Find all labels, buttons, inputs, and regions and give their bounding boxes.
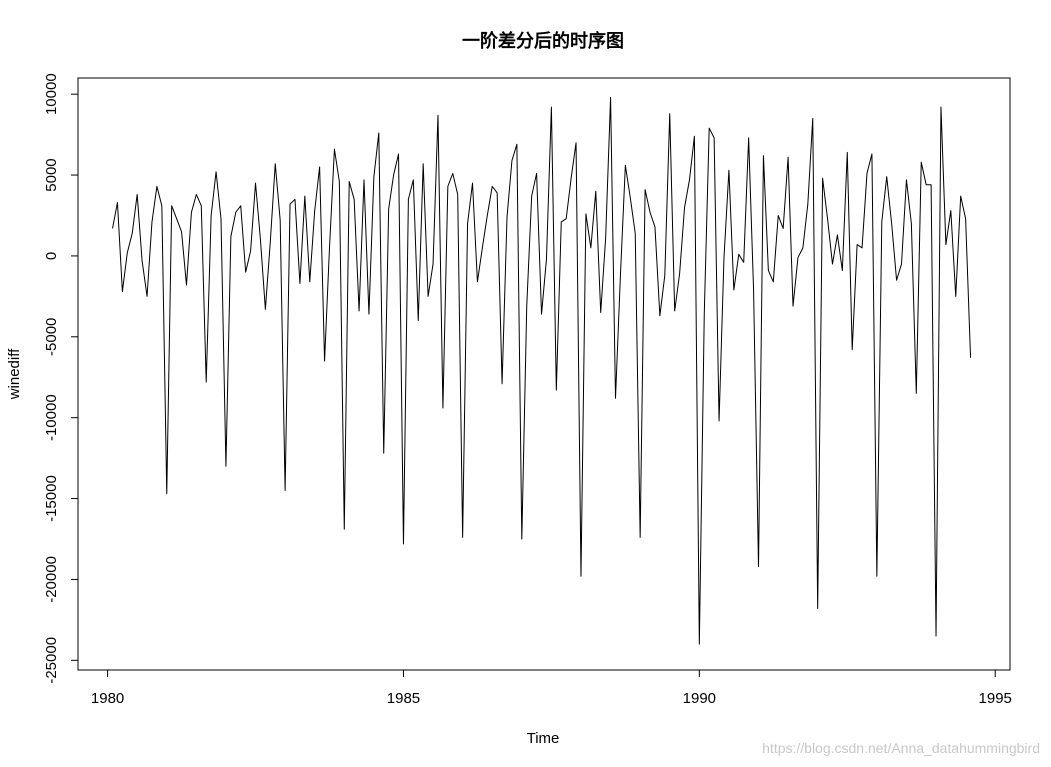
y-tick-label: -25000: [43, 637, 60, 684]
y-tick-label: -5000: [43, 318, 60, 356]
y-tick-label: -20000: [43, 556, 60, 603]
y-tick-label: -15000: [43, 475, 60, 522]
x-tick-label: 1990: [683, 690, 716, 707]
y-tick-label: 5000: [43, 158, 60, 191]
x-tick-label: 1985: [387, 690, 420, 707]
y-axis: -25000 -20000 -15000 -10000 -5000 0 5000 10000: [43, 73, 79, 684]
y-tick-label: -10000: [43, 394, 60, 441]
chart-title: 一阶差分后的时序图: [462, 30, 624, 52]
x-axis: 1980 1985 1990 1995: [91, 669, 1012, 707]
series-line: [112, 96, 972, 645]
y-axis-label: winediff: [6, 348, 23, 400]
x-tick-label: 1995: [979, 690, 1012, 707]
y-tick-label: 10000: [43, 73, 60, 115]
y-tick-label: 0: [43, 252, 60, 260]
x-tick-label: 1980: [91, 690, 124, 707]
watermark-text: https://blog.csdn.net/Anna_datahummingbi…: [762, 740, 1040, 756]
plot-frame: [77, 77, 1011, 671]
x-axis-label: Time: [527, 730, 560, 747]
